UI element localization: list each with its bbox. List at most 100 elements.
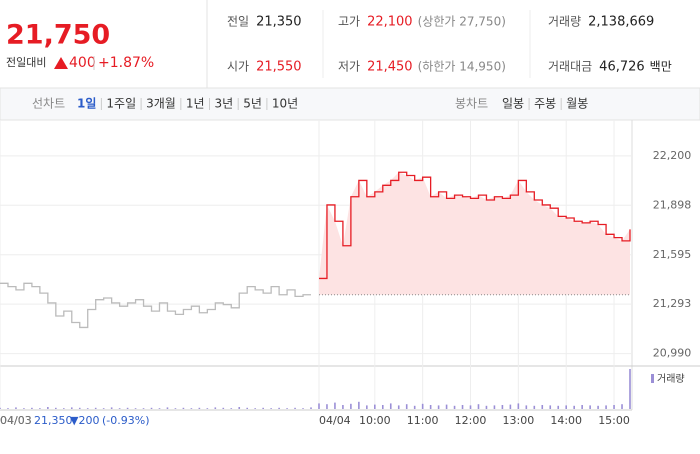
- volume-bar: [0, 407, 1, 409]
- volume-bar: [62, 408, 65, 409]
- volume-bar: [405, 404, 408, 409]
- volume-bar: [270, 408, 272, 409]
- info-label: 시가: [227, 60, 249, 74]
- tab-bar: [0, 87, 700, 121]
- volume-bar: [238, 407, 241, 409]
- volume-bar: [477, 404, 480, 409]
- chart: 22,200 21,898 21,595 21,293 20,990 04/03 04/04…: [0, 120, 691, 427]
- info-value: 2,138,669: [588, 15, 654, 30]
- volume-bar: [326, 404, 328, 409]
- legend-label: 거래량: [657, 373, 685, 385]
- volume-bar: [7, 408, 9, 409]
- period-tab[interactable]: 10년: [272, 97, 298, 111]
- volume-bar: [182, 407, 185, 409]
- period-tab[interactable]: 1일: [77, 97, 96, 111]
- info-label: 거래량: [548, 15, 581, 29]
- volume-bar: [302, 408, 304, 409]
- volume-bar: [47, 407, 49, 409]
- volume-bar: [445, 404, 448, 409]
- info-label: 저가: [338, 60, 360, 74]
- info-value: 21,450: [367, 60, 413, 75]
- volume-bar: [374, 404, 376, 409]
- volume-bar: [350, 403, 352, 409]
- volume-bar: [358, 401, 360, 409]
- volume-bar: [605, 405, 607, 409]
- volume-bar: [39, 408, 41, 409]
- volume-bar: [23, 408, 25, 409]
- volume-bar: [557, 405, 560, 409]
- period-tab[interactable]: 1년: [186, 97, 205, 111]
- volume-bar: [230, 408, 233, 409]
- volume-bar: [86, 408, 89, 409]
- period-tab[interactable]: 3년: [215, 97, 234, 111]
- volume-bar: [421, 403, 424, 409]
- tab-label: 봉차트: [455, 97, 488, 111]
- volume-bar: [589, 405, 591, 409]
- volume-bar: [310, 407, 312, 409]
- volume-bar: [254, 408, 256, 409]
- info-extra: (하한가 14,950): [418, 60, 506, 74]
- volume-bar: [102, 408, 105, 409]
- volume-bar: [573, 405, 575, 409]
- volume-bar: [342, 405, 344, 409]
- volume-bar: [118, 408, 121, 409]
- candle-tab[interactable]: 월봉: [566, 97, 588, 111]
- volume-bar: [469, 405, 472, 409]
- volume-bar: [533, 405, 536, 409]
- prev-change: ▼200: [70, 414, 99, 427]
- volume-bar: [397, 405, 400, 409]
- x-tick-label: 11:00: [407, 414, 439, 427]
- prev-rate: (-0.93%): [102, 414, 150, 427]
- volume-bar: [493, 405, 496, 409]
- volume-bar: [461, 405, 464, 409]
- up-arrow: [54, 57, 68, 69]
- price-line: [318, 171, 631, 280]
- volume-bar: [126, 407, 129, 409]
- volume-bar: [158, 408, 161, 409]
- x-tick-label: 12:00: [455, 414, 487, 427]
- header-bg: [0, 0, 700, 88]
- change-label: 전일대비: [6, 55, 46, 69]
- tab-label: 선차트: [32, 97, 65, 111]
- period-tab[interactable]: 1주일: [106, 97, 136, 111]
- volume-bar: [525, 405, 528, 409]
- volume-bar: [55, 407, 57, 409]
- y-tick-label: 20,990: [653, 347, 692, 360]
- volume-bar: [629, 369, 631, 409]
- x-tick-label: 14:00: [550, 414, 582, 427]
- volume-bar: [78, 407, 81, 409]
- volume-bar: [198, 407, 201, 409]
- volume-bar: [31, 407, 33, 409]
- volume-bar: [110, 407, 113, 409]
- info-extra: (상한가 27,750): [418, 15, 506, 29]
- x-tick-label: 10:00: [359, 414, 391, 427]
- area: [318, 172, 630, 295]
- info-extra: 백만: [650, 60, 672, 74]
- volume-bar: [413, 405, 416, 409]
- volume-bar: [294, 407, 296, 409]
- volume-bar: [453, 405, 456, 409]
- change: 400: [69, 55, 96, 71]
- candle-tab[interactable]: 일봉: [502, 97, 524, 111]
- x-tick-label: 04/04: [319, 414, 351, 427]
- volume-bar: [190, 408, 193, 409]
- volume-bar: [174, 408, 177, 409]
- period-tab[interactable]: 5년: [243, 97, 262, 111]
- volume-bar: [381, 405, 384, 409]
- volume-bar: [517, 403, 520, 409]
- volume-bar: [222, 407, 225, 409]
- y-tick-label: 21,898: [653, 198, 692, 211]
- volume-bar: [142, 408, 145, 409]
- prev-price: 21,350: [34, 414, 73, 427]
- y-tick-label: 21,595: [653, 248, 692, 261]
- candle-tab[interactable]: 주봉: [534, 97, 556, 111]
- y-tick-label: 21,293: [653, 297, 692, 310]
- volume-bar: [262, 407, 264, 409]
- tabs: 1일 1주일 3개월 1년 3년 5년 10년 일봉 주봉 월봉: [77, 97, 588, 111]
- period-tab[interactable]: 3개월: [146, 97, 176, 111]
- info-value: 21,350: [256, 15, 302, 30]
- rate: +1.87%: [98, 55, 154, 71]
- volume-bar: [15, 407, 17, 409]
